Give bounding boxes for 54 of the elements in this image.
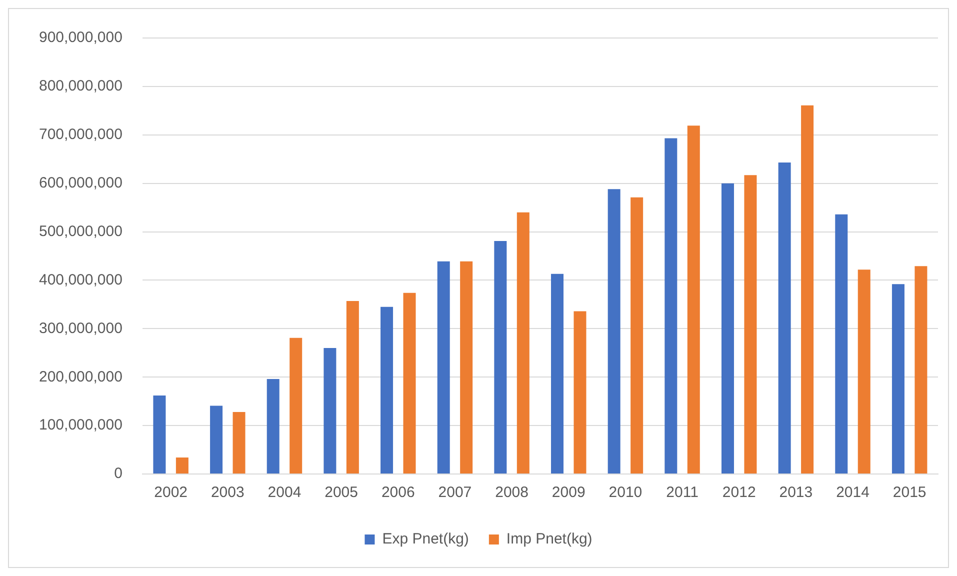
- y-tick-label: 0: [114, 465, 122, 482]
- legend-label: Imp Pnet(kg): [506, 530, 592, 548]
- bar: [153, 396, 166, 474]
- bar: [437, 261, 450, 474]
- x-tick-label: 2011: [666, 484, 698, 502]
- y-tick-label: 700,000,000: [38, 126, 122, 144]
- bar: [801, 105, 814, 474]
- x-tick-label: 2007: [438, 484, 472, 502]
- bar: [380, 306, 394, 474]
- x-tick-label: 2005: [324, 484, 358, 502]
- x-tick-label: 2014: [836, 484, 870, 502]
- bar: [892, 284, 904, 474]
- bar: [721, 183, 734, 474]
- bar: [778, 162, 791, 474]
- bar: [324, 348, 336, 474]
- x-tick-label: 2015: [892, 484, 926, 502]
- x-tick-label: 2008: [495, 484, 528, 502]
- bar: [403, 292, 416, 474]
- bar: [232, 412, 246, 474]
- bar: [630, 197, 644, 474]
- x-tick-label: 2004: [268, 484, 302, 502]
- x-tick-label: 2006: [381, 484, 415, 502]
- bar: [210, 406, 223, 474]
- bar: [551, 274, 564, 474]
- bar: [744, 175, 757, 474]
- y-tick-label: 400,000,000: [38, 271, 122, 288]
- bar: [914, 266, 928, 474]
- bar: [608, 189, 620, 474]
- bar: [494, 240, 507, 474]
- y-tick-label: 200,000,000: [38, 368, 122, 386]
- bar: [687, 126, 700, 474]
- x-tick-label: 2012: [722, 484, 756, 502]
- y-tick-label: 600,000,000: [38, 174, 122, 192]
- bar: [176, 458, 188, 474]
- x-tick-label: 2009: [552, 484, 586, 502]
- bar: [664, 138, 678, 474]
- bar: [346, 301, 359, 474]
- y-tick-label: 100,000,000: [38, 416, 122, 434]
- bar: [835, 214, 848, 474]
- x-tick-label: 2002: [154, 484, 188, 502]
- bar: [858, 270, 870, 474]
- bar: [460, 261, 473, 474]
- x-tick-label: 2003: [210, 484, 244, 502]
- y-tick-label: 500,000,000: [38, 222, 122, 240]
- y-tick-label: 300,000,000: [38, 320, 122, 337]
- legend-label: Exp Pnet(kg): [382, 530, 469, 548]
- bar: [290, 338, 302, 474]
- x-tick-label: 2010: [608, 484, 642, 502]
- x-tick-label: 2013: [779, 484, 813, 502]
- bar: [574, 311, 586, 474]
- y-tick-label: 900,000,000: [38, 29, 122, 46]
- bar: [266, 379, 280, 474]
- bar: [516, 212, 530, 474]
- y-tick-label: 800,000,000: [38, 78, 122, 95]
